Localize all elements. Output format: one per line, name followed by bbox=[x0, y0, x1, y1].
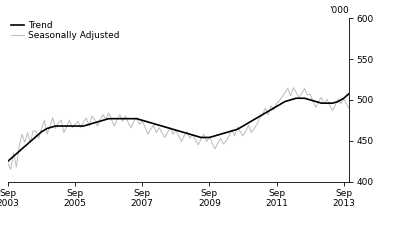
Seasonally Adjusted bbox=[28, 141, 33, 144]
Trend bbox=[322, 102, 327, 104]
Seasonally Adjusted bbox=[241, 134, 245, 137]
Seasonally Adjusted bbox=[6, 162, 10, 165]
Trend bbox=[381, 63, 385, 65]
Legend: Trend, Seasonally Adjusted: Trend, Seasonally Adjusted bbox=[10, 20, 120, 41]
Seasonally Adjusted bbox=[11, 152, 16, 154]
Line: Trend: Trend bbox=[8, 48, 397, 161]
Trend bbox=[310, 99, 315, 102]
Trend bbox=[238, 126, 243, 129]
Trend bbox=[8, 157, 13, 160]
Seasonally Adjusted bbox=[8, 168, 13, 171]
Seasonally Adjusted bbox=[325, 98, 330, 100]
Trend bbox=[6, 160, 10, 163]
Seasonally Adjusted bbox=[313, 106, 318, 109]
Text: '000: '000 bbox=[330, 6, 349, 15]
Trend bbox=[25, 143, 30, 145]
Line: Seasonally Adjusted: Seasonally Adjusted bbox=[8, 39, 397, 169]
Seasonally Adjusted bbox=[384, 69, 388, 72]
